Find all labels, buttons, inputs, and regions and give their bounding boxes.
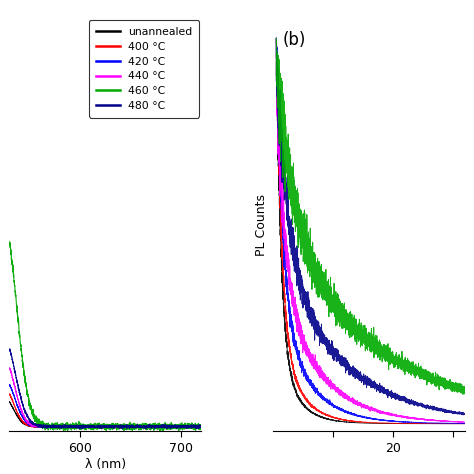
Y-axis label: PL Counts: PL Counts <box>255 194 268 256</box>
Legend: unannealed, 400 °C, 420 °C, 440 °C, 460 °C, 480 °C: unannealed, 400 °C, 420 °C, 440 °C, 460 … <box>89 20 199 118</box>
X-axis label: λ (nm): λ (nm) <box>84 457 126 471</box>
Text: (b): (b) <box>283 31 306 49</box>
